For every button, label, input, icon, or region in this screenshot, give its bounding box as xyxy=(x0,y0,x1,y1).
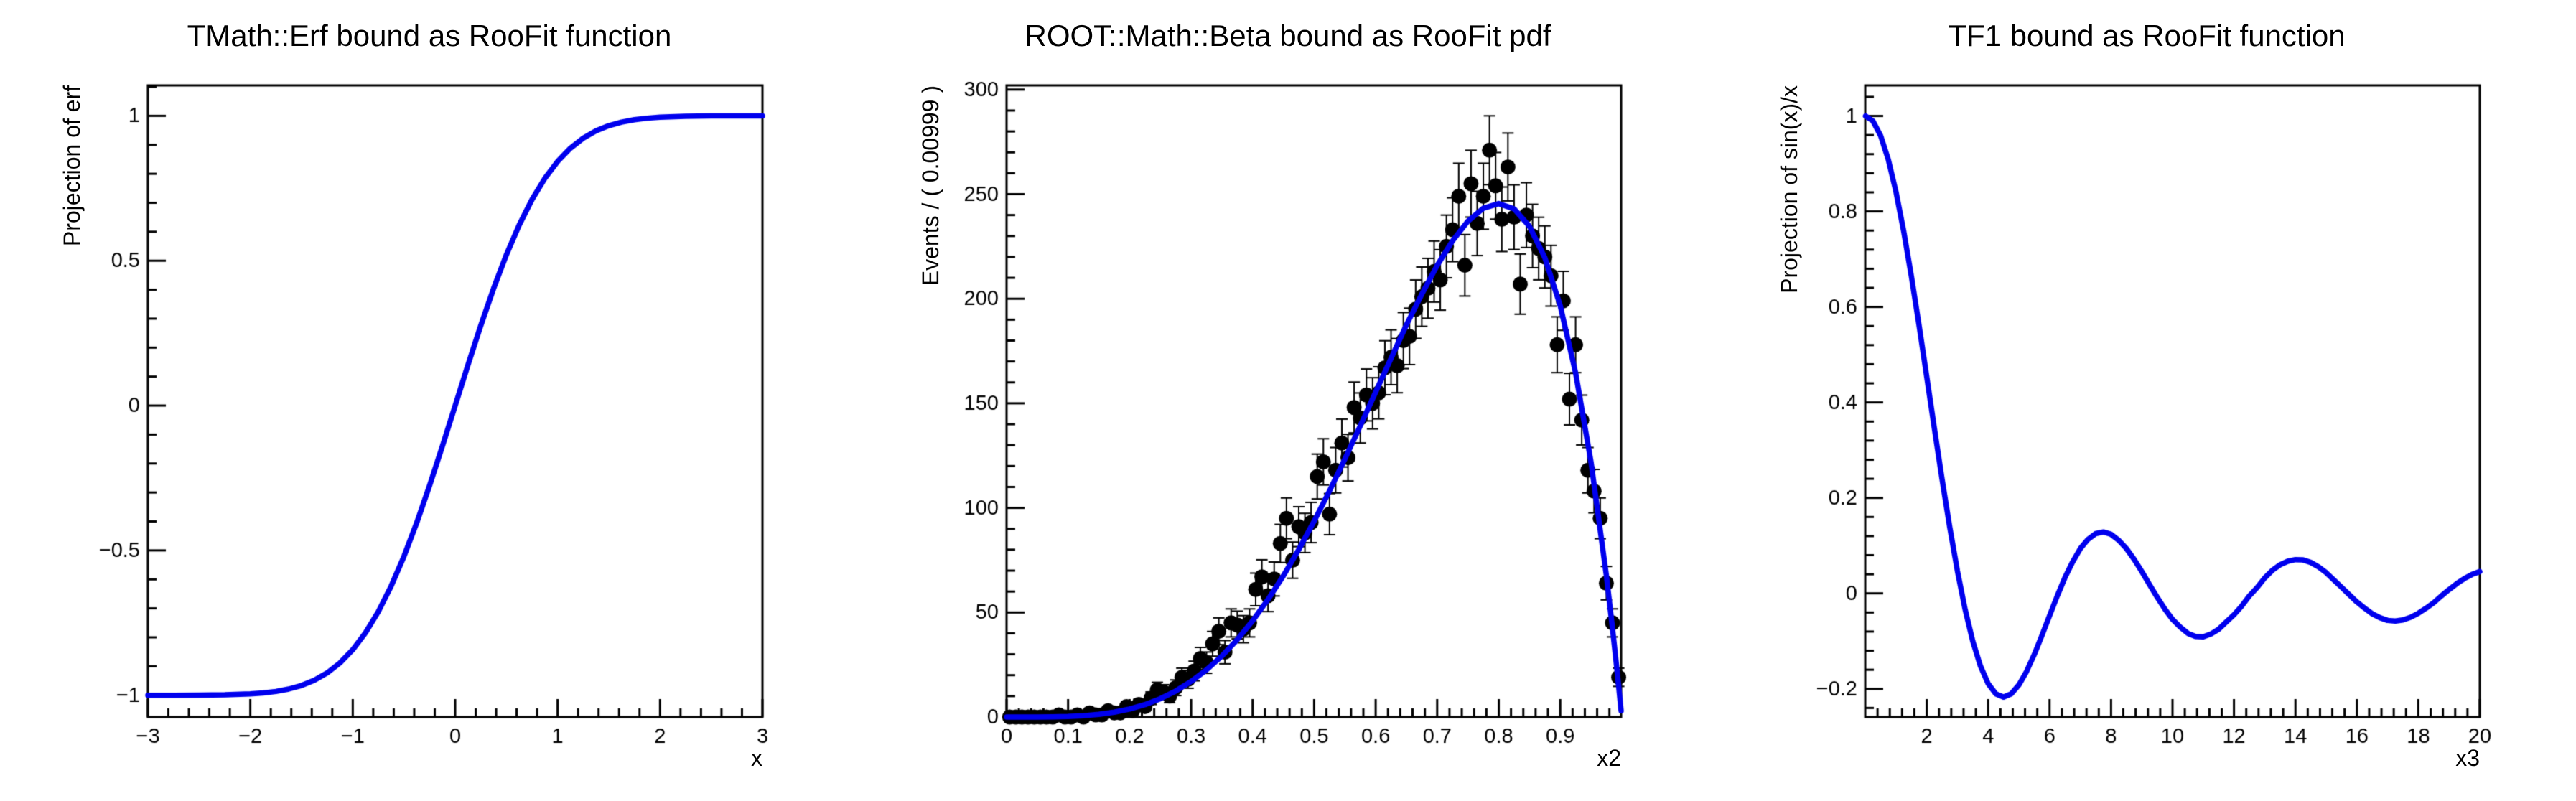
y-axis-title-erf: Projection of erf xyxy=(59,85,85,247)
x-axis-title-tf1: x3 xyxy=(2455,745,2480,771)
beta-plot-canvas xyxy=(859,0,1717,801)
tf1-plot-canvas xyxy=(1717,0,2576,801)
x-axis-title-beta: x2 xyxy=(1597,745,1621,771)
pad-tf1: TF1 bound as RooFit function Projection … xyxy=(1717,0,2576,801)
pad-beta: ROOT::Math::Beta bound as RooFit pdf Eve… xyxy=(859,0,1717,801)
pad-erf: TMath::Erf bound as RooFit function Proj… xyxy=(0,0,859,801)
x-axis-title-erf: x xyxy=(751,745,762,771)
y-axis-title-tf1: Projection of sin(x)/x xyxy=(1776,85,1802,294)
pad-title-tf1: TF1 bound as RooFit function xyxy=(1948,19,2346,52)
pad-title-erf: TMath::Erf bound as RooFit function xyxy=(187,19,672,52)
erf-plot-canvas xyxy=(0,0,859,801)
pad-title-beta: ROOT::Math::Beta bound as RooFit pdf xyxy=(1025,19,1551,52)
y-axis-title-beta: Events / ( 0.00999 ) xyxy=(918,85,943,286)
